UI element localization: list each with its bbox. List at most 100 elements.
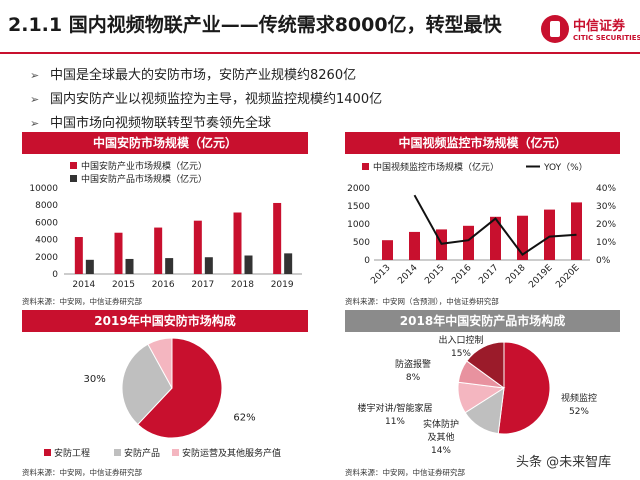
y-tick-label: 6000: [35, 218, 58, 228]
bar: [154, 227, 163, 274]
pie-data-label: 8%: [406, 373, 421, 383]
y2-tick-label: 20%: [596, 220, 616, 230]
panel3-source: 资料来源：中安网，中信证券研究部: [22, 468, 142, 477]
panel4-source: 资料来源：中安网，中信证券研究部: [345, 468, 465, 477]
legend-label: 安防运营及其他服务产值: [182, 447, 281, 459]
legend-label: 中国安防产业市场规模（亿元）: [81, 160, 207, 172]
legend-label: 安防产品: [124, 447, 160, 459]
x-tick-label: 2013: [369, 263, 392, 286]
pie-data-label: 52%: [569, 407, 589, 417]
y-tick-label: 1500: [347, 202, 370, 212]
bar: [125, 258, 134, 274]
pie-data-label: 62%: [233, 413, 255, 424]
bar: [204, 257, 213, 274]
y-tick-label: 500: [353, 238, 370, 248]
arrow-icon: ➢: [30, 69, 40, 82]
citic-logo: 中信证券 CITIC SECURITIES: [541, 12, 640, 50]
legend-label: 安防工程: [54, 447, 90, 459]
bar: [544, 209, 555, 260]
bar: [463, 225, 474, 260]
citic-logo-icon: [541, 15, 569, 43]
bar: [571, 202, 582, 260]
x-tick-label: 2018: [504, 263, 527, 286]
pie-data-label: 14%: [431, 446, 451, 456]
pie-category-label: 及其他: [427, 431, 454, 443]
y-tick-label: 8000: [35, 201, 58, 211]
arrow-icon: ➢: [30, 93, 40, 106]
bar: [409, 231, 420, 260]
pie-slice: [466, 341, 505, 389]
legend-label: YOY（%）: [543, 162, 588, 173]
y-tick-label: 1000: [347, 220, 370, 230]
legend-swatch: [114, 449, 121, 456]
x-tick-label: 2016: [152, 280, 175, 290]
pie-data-label: 15%: [451, 349, 471, 359]
panel1-source: 资料来源：中安网，中信证券研究部: [22, 297, 142, 306]
bar: [284, 253, 293, 274]
y2-tick-label: 40%: [596, 184, 616, 194]
yoy-line: [413, 194, 577, 256]
bar: [244, 255, 253, 274]
bar: [193, 220, 202, 274]
panel2-source: 资料来源：中安网（含预测），中信证券研究部: [345, 297, 499, 306]
bar: [490, 216, 501, 260]
bar: [233, 212, 242, 274]
y2-tick-label: 30%: [596, 202, 616, 212]
legend-swatch: [172, 449, 179, 456]
x-tick-label: 2018: [231, 280, 254, 290]
pie-slice: [121, 343, 173, 426]
bar: [165, 258, 174, 274]
panel3-title: 2019年中国安防市场构成: [22, 310, 308, 332]
y-tick-label: 0: [364, 256, 370, 266]
panel2-title: 中国视频监控市场规模（亿元）: [345, 132, 620, 154]
panel4-title: 2018年中国安防产品市场构成: [345, 310, 620, 332]
y-tick-label: 10000: [29, 184, 58, 194]
arrow-icon: ➢: [30, 117, 40, 130]
pie-category-label: 视频监控: [561, 392, 597, 404]
x-tick-label: 2017: [477, 263, 500, 286]
bar: [74, 237, 83, 274]
legend-swatch: [44, 449, 51, 456]
x-tick-label: 2015: [112, 280, 135, 290]
pie-slice: [147, 337, 173, 389]
bar: [517, 215, 528, 260]
bar: [382, 240, 393, 260]
panel1-title: 中国安防市场规模（亿元）: [22, 132, 308, 154]
y2-tick-label: 10%: [596, 238, 616, 248]
pie-category-label: 出入口控制: [438, 334, 483, 346]
pie-category-label: 实体防护: [423, 418, 459, 430]
x-tick-label: 2014: [72, 280, 95, 290]
pie-data-label: 11%: [385, 417, 405, 427]
bar: [85, 259, 94, 274]
x-tick-label: 2019: [271, 280, 294, 290]
x-tick-label: 2019E: [527, 263, 555, 291]
page-title: 2.1.1 国内视频物联产业——传统需求8000亿，转型最快: [8, 14, 502, 36]
x-tick-label: 2015: [423, 263, 446, 286]
logo-text-en: CITIC SECURITIES: [573, 34, 640, 42]
legend-label: 中国视频监控市场规模（亿元）: [373, 161, 499, 173]
legend-label: 中国安防产品市场规模（亿元）: [81, 173, 207, 185]
y-tick-label: 0: [52, 270, 58, 280]
pie-slice: [137, 337, 223, 439]
security-market-bar-chart: 中国安防产业市场规模（亿元）中国安防产品市场规模（亿元） 0 2000 4000 600…: [29, 160, 302, 290]
legend-swatch: [362, 163, 369, 170]
legend-swatch: [70, 162, 77, 169]
y-tick-label: 2000: [35, 253, 58, 263]
y-tick-label: 2000: [347, 184, 370, 194]
pie-slice: [497, 341, 551, 435]
legend-swatch: [70, 175, 77, 182]
video-surveillance-combo-chart: 中国视频监控市场规模（亿元） YOY（%） 0 500 1000 1500 2000 0% 10…: [347, 161, 616, 291]
pie-data-label: 30%: [83, 374, 105, 385]
pie-category-label: 防盗报警: [395, 358, 431, 370]
bar: [114, 232, 123, 274]
logo-text-cn: 中信证券: [573, 19, 626, 34]
y-tick-label: 4000: [35, 236, 58, 246]
watermark: 头条 @未来智库: [516, 455, 612, 470]
x-tick-label: 2017: [191, 280, 214, 290]
x-tick-label: 2014: [396, 263, 419, 286]
y2-tick-label: 0%: [596, 256, 611, 266]
x-tick-label: 2020E: [554, 263, 582, 291]
pie-category-label: 楼宇对讲/智能家居: [357, 402, 432, 414]
x-tick-label: 2016: [450, 263, 473, 286]
